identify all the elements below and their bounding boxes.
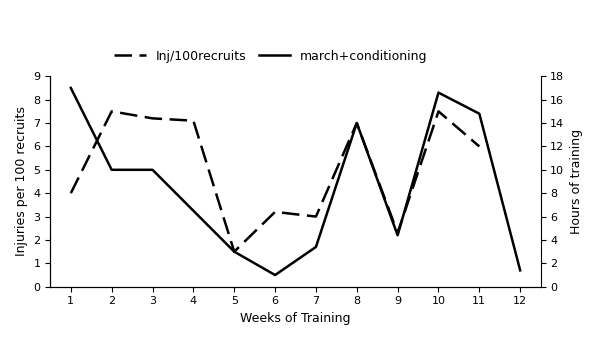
march+conditioning [517, 268, 524, 272]
Y-axis label: Hours of training: Hours of training [570, 129, 583, 234]
Inj/100recruits [435, 109, 442, 113]
march+conditioning [435, 90, 442, 95]
march+conditioning [149, 168, 156, 172]
march+conditioning [231, 250, 238, 254]
march+conditioning [271, 273, 279, 277]
Inj/100recruits [190, 119, 197, 123]
Legend: Inj/100recruits, march+conditioning: Inj/100recruits, march+conditioning [109, 45, 432, 68]
Inj/100recruits [231, 250, 238, 254]
Inj/100recruits [108, 109, 115, 113]
march+conditioning [312, 245, 319, 249]
Y-axis label: Injuries per 100 recruits: Injuries per 100 recruits [15, 106, 28, 256]
Line: march+conditioning: march+conditioning [71, 88, 520, 275]
Inj/100recruits [476, 144, 483, 149]
Inj/100recruits [394, 231, 401, 235]
march+conditioning [108, 168, 115, 172]
Inj/100recruits [312, 215, 319, 219]
Inj/100recruits [149, 116, 156, 120]
X-axis label: Weeks of Training: Weeks of Training [240, 312, 351, 325]
Inj/100recruits [353, 121, 361, 125]
march+conditioning [353, 121, 361, 125]
march+conditioning [394, 233, 401, 237]
march+conditioning [476, 112, 483, 116]
Line: Inj/100recruits: Inj/100recruits [71, 111, 480, 252]
Inj/100recruits [67, 191, 74, 195]
march+conditioning [67, 86, 74, 90]
Inj/100recruits [271, 210, 279, 214]
